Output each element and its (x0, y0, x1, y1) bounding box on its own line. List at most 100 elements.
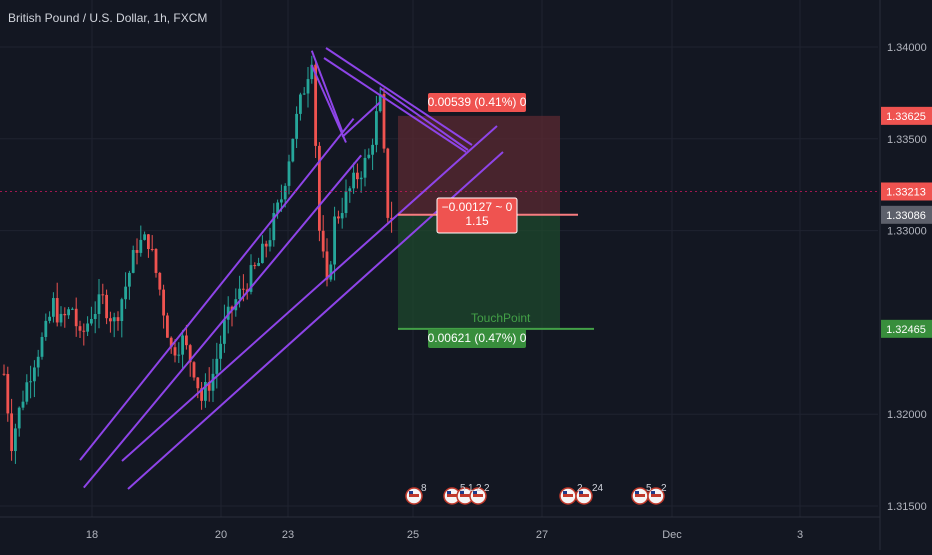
trendline-wedge-top-2[interactable] (323, 57, 467, 153)
candle[interactable] (272, 203, 276, 247)
candle[interactable] (55, 282, 59, 327)
candle[interactable] (329, 261, 333, 282)
candle[interactable] (321, 215, 325, 258)
candle[interactable] (337, 210, 340, 224)
candle[interactable] (173, 339, 177, 363)
candle[interactable] (120, 297, 124, 338)
candle[interactable] (185, 324, 188, 350)
candle[interactable] (154, 248, 158, 278)
candle[interactable] (299, 92, 302, 121)
candle[interactable] (112, 312, 116, 338)
candle[interactable] (390, 201, 393, 233)
candle[interactable] (101, 283, 105, 305)
candle[interactable] (333, 206, 336, 281)
candle[interactable] (48, 311, 51, 324)
candle[interactable] (371, 138, 374, 170)
candle[interactable] (367, 148, 371, 160)
candle[interactable] (291, 138, 295, 163)
candle[interactable] (192, 361, 196, 381)
candle[interactable] (82, 323, 86, 346)
target-zone[interactable] (398, 214, 560, 329)
candle[interactable] (124, 272, 127, 309)
trendline[interactable] (79, 117, 355, 461)
candle[interactable] (253, 262, 257, 270)
candle[interactable] (2, 364, 6, 376)
candle[interactable] (36, 349, 40, 377)
candle[interactable] (78, 320, 82, 338)
candle[interactable] (25, 374, 29, 405)
candle[interactable] (181, 329, 184, 371)
candle[interactable] (200, 381, 203, 410)
candle[interactable] (276, 199, 279, 219)
candle[interactable] (135, 238, 139, 265)
candle[interactable] (44, 313, 48, 341)
event-flag-icon[interactable] (443, 487, 461, 505)
candle[interactable] (264, 240, 268, 258)
candle[interactable] (306, 67, 310, 108)
candle[interactable] (17, 406, 21, 437)
candle[interactable] (295, 106, 298, 149)
candle[interactable] (6, 366, 10, 422)
candle[interactable] (344, 179, 348, 218)
candle[interactable] (287, 154, 291, 195)
candle[interactable] (204, 373, 207, 408)
event-flag-icon[interactable] (575, 487, 593, 505)
candle[interactable] (150, 235, 154, 252)
candle[interactable] (14, 423, 17, 464)
current-pnl-label[interactable]: −0.00127 ~ 01.15 (436, 197, 518, 234)
candle[interactable] (143, 231, 146, 241)
candle[interactable] (314, 60, 317, 158)
event-flag-icon[interactable] (647, 487, 665, 505)
candle[interactable] (52, 292, 55, 323)
candle[interactable] (261, 235, 264, 264)
candle[interactable] (177, 342, 181, 363)
candle[interactable] (29, 365, 32, 399)
candle[interactable] (59, 306, 63, 327)
candle[interactable] (33, 360, 36, 398)
candle[interactable] (147, 233, 150, 258)
candle[interactable] (310, 55, 314, 84)
candle[interactable] (382, 88, 386, 153)
candle[interactable] (116, 311, 120, 331)
candle[interactable] (131, 245, 135, 274)
candle[interactable] (356, 163, 359, 189)
candle[interactable] (74, 297, 78, 337)
event-flag-icon[interactable] (405, 487, 423, 505)
trendline[interactable] (310, 64, 347, 143)
candle[interactable] (215, 342, 219, 389)
candle[interactable] (348, 186, 352, 203)
candle[interactable] (363, 149, 367, 187)
candle[interactable] (268, 227, 272, 252)
event-flag-icon[interactable] (559, 487, 577, 505)
candle[interactable] (166, 312, 169, 338)
candle[interactable] (219, 335, 222, 371)
candle[interactable] (71, 307, 74, 311)
candle[interactable] (223, 304, 226, 353)
candle[interactable] (128, 270, 131, 300)
candle[interactable] (340, 197, 344, 229)
candle[interactable] (162, 284, 165, 329)
target-label[interactable]: 0.00621 (0.47%) 0 (428, 329, 527, 348)
candle[interactable] (109, 311, 112, 333)
candle[interactable] (67, 306, 70, 319)
trendline-upper-channel[interactable] (121, 125, 498, 462)
event-flag-icon[interactable] (631, 487, 649, 505)
candle[interactable] (302, 87, 306, 96)
economic-events[interactable]: 8 5 1 2 2 2 24 5 2 (405, 483, 667, 505)
candle[interactable] (105, 289, 108, 325)
position-overlay[interactable]: 0.00539 (0.41%) 0 0.00621 (0.47%) 0 −0.001… (0, 93, 878, 348)
candle[interactable] (352, 162, 355, 194)
trendline-wedge-top[interactable] (325, 47, 473, 146)
candle[interactable] (40, 332, 44, 360)
candle[interactable] (318, 142, 321, 242)
trendline[interactable] (310, 50, 344, 132)
trendline[interactable] (83, 154, 362, 489)
candle[interactable] (86, 316, 89, 337)
candle[interactable] (97, 279, 101, 329)
candle[interactable] (21, 390, 25, 411)
event-flag-icon[interactable] (469, 487, 487, 505)
candle[interactable] (359, 171, 363, 193)
candle[interactable] (158, 271, 162, 296)
